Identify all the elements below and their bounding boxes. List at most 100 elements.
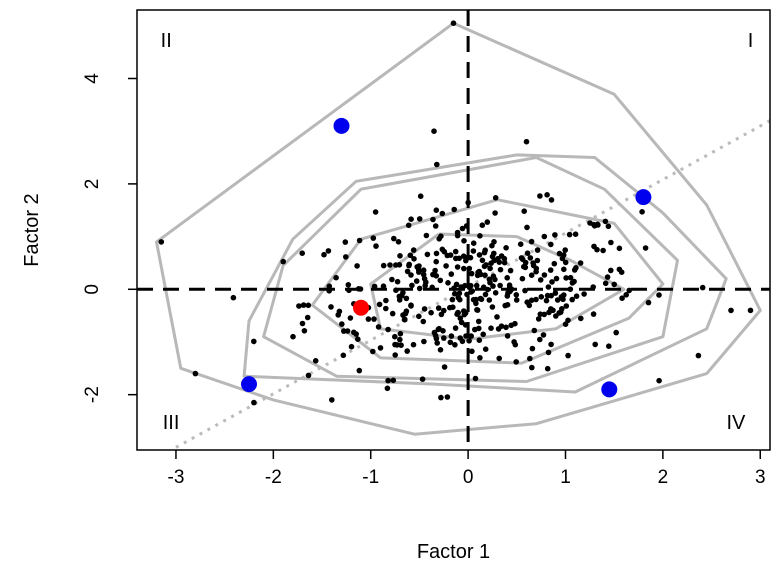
data-point	[541, 272, 548, 278]
data-point	[608, 267, 614, 274]
data-point	[496, 355, 503, 362]
data-point	[408, 272, 414, 278]
data-point	[301, 328, 308, 334]
data-point	[613, 329, 619, 336]
data-point	[486, 297, 493, 303]
contour-line-3	[262, 156, 679, 383]
data-point	[394, 342, 400, 348]
data-point	[385, 377, 391, 384]
data-point	[380, 283, 387, 290]
data-point	[645, 299, 652, 306]
data-point	[296, 303, 302, 309]
data-point	[398, 342, 404, 349]
data-point	[390, 377, 397, 384]
data-point	[477, 233, 483, 239]
data-point	[466, 284, 473, 291]
data-point	[581, 291, 587, 297]
data-point	[290, 333, 296, 340]
data-point	[544, 365, 551, 372]
data-point	[392, 352, 399, 358]
data-point	[524, 299, 530, 306]
data-point	[416, 263, 422, 269]
data-point	[438, 233, 444, 239]
data-point	[424, 251, 431, 258]
y-tick-label: 2	[82, 179, 103, 190]
data-point	[393, 262, 399, 268]
data-point	[328, 304, 334, 310]
data-point	[592, 341, 598, 348]
data-point	[538, 294, 545, 300]
data-point	[419, 376, 426, 383]
data-point	[452, 325, 459, 331]
data-point	[656, 377, 662, 384]
data-point	[728, 307, 734, 314]
data-point	[472, 326, 478, 333]
data-point	[480, 331, 487, 338]
contour-line-1	[155, 21, 762, 436]
data-point	[524, 224, 530, 231]
data-point	[523, 138, 530, 145]
data-point	[513, 297, 520, 303]
x-tick-label: 0	[463, 467, 474, 488]
data-point	[608, 239, 614, 246]
data-point	[482, 346, 489, 353]
data-point	[392, 333, 398, 340]
data-point	[563, 275, 569, 281]
x-tick-label: -3	[168, 467, 185, 488]
data-point	[504, 275, 511, 281]
x-tick-label: -1	[362, 467, 379, 488]
data-point	[554, 297, 561, 303]
data-point	[416, 285, 423, 292]
data-point	[376, 301, 383, 308]
data-point	[545, 284, 552, 290]
data-point	[482, 272, 488, 279]
data-point	[552, 232, 558, 238]
data-point	[590, 311, 597, 317]
data-point	[397, 253, 403, 259]
data-point	[527, 355, 533, 362]
data-point	[619, 295, 625, 302]
data-point	[504, 333, 511, 339]
data-point	[380, 262, 387, 269]
data-point	[626, 287, 632, 294]
contour-line-4	[310, 198, 665, 365]
data-point	[497, 282, 503, 289]
data-point	[483, 262, 489, 268]
data-point	[553, 313, 559, 319]
data-point	[639, 209, 645, 215]
data-point	[533, 268, 539, 275]
data-point	[587, 220, 593, 226]
data-point	[421, 338, 427, 345]
data-point	[351, 329, 357, 336]
data-point	[545, 349, 552, 356]
data-point	[365, 316, 372, 322]
data-point	[405, 222, 412, 229]
data-point	[504, 302, 511, 308]
data-point	[537, 336, 543, 343]
data-point	[600, 247, 606, 254]
data-point	[402, 310, 409, 317]
data-point	[497, 266, 504, 273]
data-point	[430, 216, 436, 223]
data-point	[473, 282, 480, 289]
plot-area	[137, 10, 770, 450]
y-tick-label: 4	[82, 73, 103, 84]
data-point	[391, 235, 397, 242]
data-point	[454, 232, 461, 239]
data-point	[527, 255, 534, 261]
data-point	[474, 307, 480, 313]
contour-group	[155, 21, 762, 436]
data-point	[448, 271, 455, 277]
data-point	[404, 268, 411, 275]
data-point	[348, 343, 355, 350]
data-point	[595, 222, 601, 228]
data-point	[441, 335, 447, 341]
data-point	[300, 302, 307, 308]
data-point	[492, 195, 499, 201]
data-point	[356, 237, 363, 244]
data-point	[550, 307, 556, 314]
data-point	[345, 282, 352, 288]
data-point	[280, 258, 287, 265]
data-point	[528, 272, 535, 279]
data-point	[354, 263, 360, 269]
